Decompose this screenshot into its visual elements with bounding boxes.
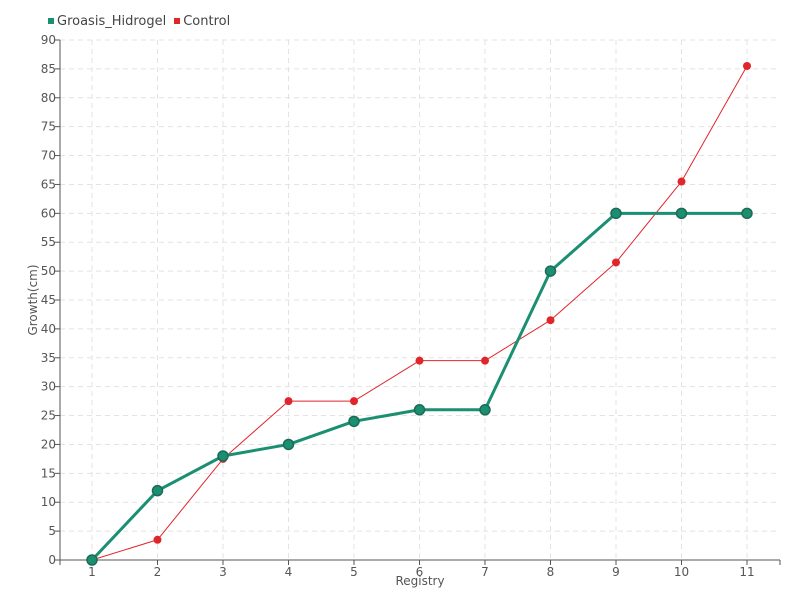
x-tick-label: 6 [416,565,424,579]
y-tick-label: 55 [41,235,56,249]
data-point-groasis-hidrogel [151,484,164,497]
x-tick-label: 4 [285,565,293,579]
series-layer [86,62,753,566]
legend-swatch-groasis [48,18,54,24]
data-point-control [743,62,751,70]
y-tick-label: 80 [41,91,56,105]
data-point-control [350,397,358,406]
data-point-groasis-hidrogel [544,265,557,277]
data-point-groasis-hidrogel [282,438,295,451]
y-tick-label: 85 [41,62,56,76]
x-tick-label: 1 [88,565,96,579]
legend-item-control[interactable]: Control [174,14,230,29]
y-tick-label: 45 [41,293,56,307]
y-tick-label: 65 [41,177,56,191]
y-tick-label: 50 [41,264,56,278]
data-point-groasis-hidrogel [413,404,426,416]
y-tick-label: 25 [41,409,56,423]
x-tick-label: 7 [481,565,489,579]
data-point-groasis-hidrogel [479,404,491,416]
chart-legend: Groasis_Hidrogel Control [48,12,230,30]
legend-item-groasis[interactable]: Groasis_Hidrogel [48,14,166,29]
data-point-control [153,535,162,544]
data-point-control [612,258,620,267]
x-tick-label: 10 [674,565,689,579]
y-tick-label: 30 [41,380,56,394]
data-point-groasis-hidrogel [610,207,622,220]
legend-label-groasis: Groasis_Hidrogel [57,13,167,29]
y-tick-label: 20 [41,437,56,451]
y-tick-label: 60 [41,206,56,220]
grid-lines [60,39,780,560]
x-tick-label: 2 [154,565,162,579]
x-tick-label: 3 [219,565,227,579]
data-point-groasis-hidrogel [741,207,753,220]
y-tick-label: 35 [41,351,56,365]
y-tick-label: 5 [48,524,56,538]
y-axis-label: Growth(cm) [26,264,40,335]
x-tick-label: 8 [547,565,555,579]
y-tick-label: 0 [48,553,56,567]
data-point-control [546,316,555,325]
legend-label-control: Control [183,13,231,29]
x-tick-label: 11 [739,565,754,579]
y-tick-label: 70 [41,149,56,163]
data-point-groasis-hidrogel [348,415,360,428]
y-tick-label: 15 [41,466,56,480]
legend-swatch-control [174,18,181,24]
y-tick-label: 40 [41,322,56,336]
x-tick-label: 9 [612,565,620,579]
y-tick-label: 10 [41,495,56,509]
data-point-groasis-hidrogel [217,450,229,462]
y-tick-label: 75 [41,120,56,134]
x-axis-label: Registry [395,574,444,588]
y-tick-label: 90 [41,33,56,47]
data-point-control [677,177,686,186]
data-point-groasis-hidrogel [675,207,688,220]
data-point-control [415,356,424,365]
data-point-control [481,356,489,365]
data-point-control [284,397,293,406]
x-tick-label: 5 [350,565,358,579]
data-point-groasis-hidrogel [86,554,98,566]
series-groasis-hidrogel [86,207,753,566]
